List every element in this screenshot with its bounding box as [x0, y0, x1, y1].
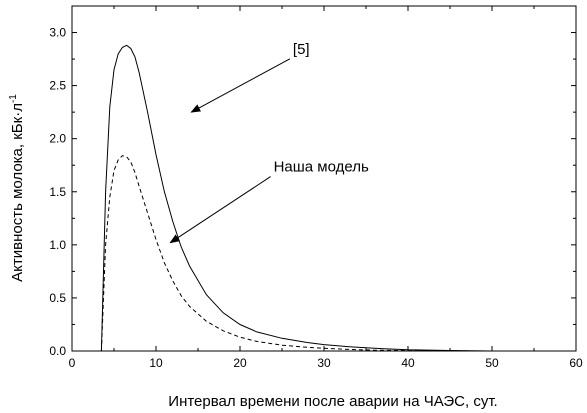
- annotations: [5] Наша модель: [169, 41, 369, 244]
- y-axis-title: Активность молока, кБк·л-1: [8, 94, 26, 282]
- annotation-arrow: [190, 58, 291, 113]
- y-tick-label: 0.0: [49, 344, 66, 358]
- y-tick-label: 1.0: [49, 238, 66, 252]
- x-tick-label: 50: [485, 356, 499, 370]
- y-tick-label: 3.0: [49, 26, 66, 40]
- x-tick-label: 60: [569, 356, 583, 370]
- y-tick-label: 2.5: [49, 79, 66, 93]
- x-axis-title: Интервал времени после аварии на ЧАЭС, с…: [168, 393, 497, 410]
- x-tick-label: 10: [149, 356, 163, 370]
- y-tick-label: 2.0: [49, 132, 66, 146]
- axes: [71, 5, 577, 352]
- x-tick-label: 30: [317, 356, 331, 370]
- y-tick-label: 1.5: [49, 185, 66, 199]
- annotation-label-our-model: Наша модель: [274, 159, 369, 176]
- y-axis-title-main: Активность молока, кБк·л: [9, 103, 26, 282]
- x-axis-ticks: 0 10 20 30 40 50 60: [69, 6, 583, 370]
- series-line-solid: [100, 44, 493, 352]
- x-tick-label: 20: [233, 356, 247, 370]
- y-tick-label: 0.5: [49, 291, 66, 305]
- x-tick-label: 40: [401, 356, 415, 370]
- y-axis-title-superscript: -1: [8, 94, 19, 103]
- annotation-arrow: [169, 176, 271, 244]
- x-tick-label: 0: [69, 356, 76, 370]
- plot-frame: [71, 5, 577, 352]
- series-group: [100, 44, 493, 352]
- annotation-label-ref5: [5]: [293, 41, 310, 58]
- y-axis-ticks: 0.0 0.5 1.0 1.5 2.0 2.5 3.0: [49, 26, 576, 358]
- series-line-dashed: [100, 155, 493, 352]
